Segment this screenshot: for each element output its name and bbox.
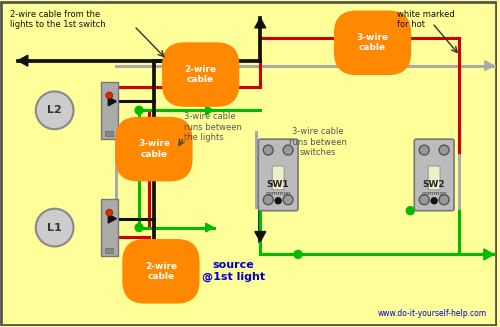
- Text: common: common: [422, 191, 447, 196]
- Circle shape: [439, 195, 449, 205]
- Circle shape: [439, 145, 449, 155]
- Text: SW2: SW2: [423, 181, 446, 189]
- Text: 2-wire
cable: 2-wire cable: [145, 262, 177, 281]
- Circle shape: [283, 195, 293, 205]
- Text: source
@1st light: source @1st light: [202, 260, 265, 282]
- Bar: [101, 81, 117, 139]
- Text: 3-wire
cable: 3-wire cable: [138, 139, 170, 159]
- Circle shape: [36, 209, 74, 247]
- Circle shape: [419, 145, 429, 155]
- FancyBboxPatch shape: [414, 139, 454, 211]
- Text: common: common: [266, 191, 291, 196]
- Circle shape: [419, 195, 429, 205]
- Circle shape: [106, 209, 113, 216]
- Circle shape: [36, 92, 74, 129]
- Polygon shape: [108, 97, 116, 106]
- FancyBboxPatch shape: [258, 139, 298, 211]
- Polygon shape: [108, 214, 116, 223]
- Circle shape: [135, 224, 143, 232]
- Circle shape: [135, 106, 143, 114]
- Text: 3-wire cable
runs between
the lights: 3-wire cable runs between the lights: [184, 112, 242, 142]
- FancyBboxPatch shape: [428, 166, 440, 190]
- Bar: [101, 199, 117, 256]
- Polygon shape: [485, 61, 494, 71]
- Polygon shape: [206, 223, 214, 232]
- Text: 3-wire
cable: 3-wire cable: [356, 33, 388, 53]
- Circle shape: [283, 145, 293, 155]
- Bar: [106, 131, 114, 136]
- Text: 2-wire cable from the
lights to the 1st switch: 2-wire cable from the lights to the 1st …: [10, 10, 106, 29]
- Text: 3-wire cable
runs between
switches: 3-wire cable runs between switches: [289, 127, 347, 157]
- Circle shape: [275, 198, 281, 204]
- Text: L2: L2: [48, 105, 62, 115]
- Polygon shape: [255, 232, 266, 241]
- Polygon shape: [148, 276, 160, 286]
- Bar: [106, 249, 114, 253]
- Polygon shape: [484, 249, 494, 260]
- Circle shape: [294, 250, 302, 258]
- Polygon shape: [206, 106, 214, 115]
- Polygon shape: [255, 18, 266, 28]
- Text: SW1: SW1: [267, 181, 289, 189]
- Circle shape: [264, 145, 273, 155]
- Text: white marked
for hot: white marked for hot: [398, 10, 455, 29]
- Polygon shape: [18, 55, 28, 66]
- FancyBboxPatch shape: [272, 166, 284, 190]
- Circle shape: [106, 92, 113, 99]
- Circle shape: [406, 207, 414, 215]
- Text: L1: L1: [48, 223, 62, 232]
- Circle shape: [264, 195, 273, 205]
- Text: www.do-it-yourself-help.com: www.do-it-yourself-help.com: [378, 309, 486, 318]
- Text: 2-wire
cable: 2-wire cable: [184, 65, 216, 84]
- Circle shape: [431, 198, 437, 204]
